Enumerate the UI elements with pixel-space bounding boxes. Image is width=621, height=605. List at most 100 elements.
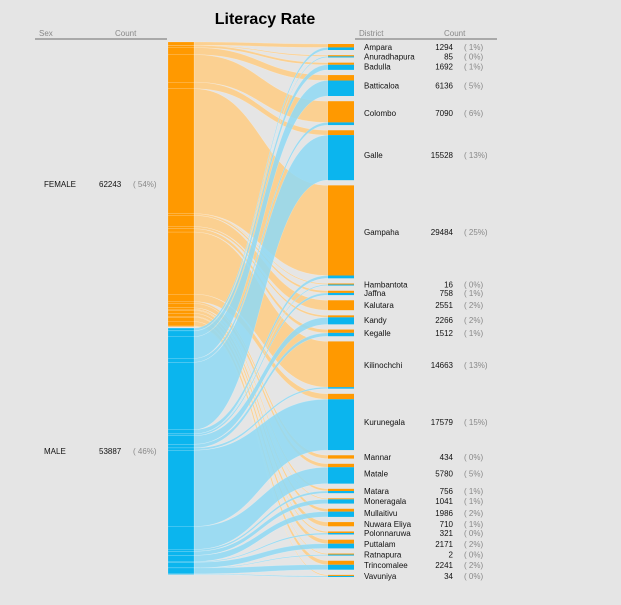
district-pct-hambantota: ( 0%) xyxy=(464,281,483,290)
district-segment-hambantota-male xyxy=(328,284,354,286)
sex-segment-female-galle xyxy=(167,82,195,89)
district-count-kandy: 2266 xyxy=(435,316,453,325)
district-segment-matara-female xyxy=(328,488,354,491)
district-segment-galle-male xyxy=(328,135,354,181)
sex-segment-female-puttalam xyxy=(167,317,195,322)
district-segment-moneragala-male xyxy=(328,499,354,504)
district-segment-anuradhapura-male xyxy=(328,56,354,58)
sex-segment-male-batticaloa xyxy=(167,336,195,359)
flow-male-kurunegala xyxy=(193,399,329,527)
district-pct-batticaloa: ( 5%) xyxy=(464,82,483,91)
sex-count-female: 62243 xyxy=(99,180,122,189)
district-segment-vavuniya-female xyxy=(328,574,354,576)
sex-segment-male-kilinochchi xyxy=(167,447,195,451)
district-label-puttalam: Puttalam xyxy=(364,540,396,549)
district-count-mannar: 434 xyxy=(440,453,454,462)
sex-bars xyxy=(167,41,195,575)
sex-segment-male-colombo xyxy=(167,358,195,363)
district-count-hambantota: 16 xyxy=(444,281,453,290)
sex-segment-female-kilinochchi xyxy=(167,231,195,295)
district-label-ratnapura: Ratnapura xyxy=(364,551,402,560)
district-label-hambantota: Hambantota xyxy=(364,281,408,290)
sex-segment-female-matara xyxy=(167,307,195,310)
district-count-anuradhapura: 85 xyxy=(444,52,453,61)
district-pct-kalutara: ( 2%) xyxy=(464,301,483,310)
district-pct-mannar: ( 0%) xyxy=(464,453,483,462)
district-bars xyxy=(328,44,354,577)
district-label-kandy: Kandy xyxy=(364,316,387,325)
flow-male-vavuniya xyxy=(193,573,329,578)
district-segment-ratnapura-female xyxy=(328,553,354,555)
right-header-count: Count xyxy=(444,29,466,38)
district-pct-anuradhapura: ( 0%) xyxy=(464,52,483,61)
sex-segment-female-vavuniya xyxy=(167,325,195,327)
district-pct-moneragala: ( 1%) xyxy=(464,497,483,506)
sex-segment-male-gampaha xyxy=(167,429,195,435)
district-count-gampaha: 29484 xyxy=(431,228,454,237)
sex-segment-female-kurunegala xyxy=(167,294,195,302)
district-pct-jaffna: ( 1%) xyxy=(464,289,483,298)
district-pct-mullaitivu: ( 2%) xyxy=(464,509,483,518)
district-count-kilinochchi: 14663 xyxy=(431,361,454,370)
district-segment-colombo-male xyxy=(328,122,354,126)
district-count-moneragala: 1041 xyxy=(435,497,453,506)
district-segment-ampara-female xyxy=(328,44,354,48)
chart-title: Literacy Rate xyxy=(215,11,316,28)
district-segment-gampaha-male xyxy=(328,275,354,279)
district-label-colombo: Colombo xyxy=(364,109,397,118)
district-count-nuwara-eliya: 710 xyxy=(440,520,454,529)
district-label-kilinochchi: Kilinochchi xyxy=(364,361,402,370)
sex-pct-male: ( 46%) xyxy=(133,447,157,456)
sex-segment-male-ampara xyxy=(167,327,195,331)
district-segment-kandy-male xyxy=(328,317,354,325)
district-label-badulla: Badulla xyxy=(364,62,391,71)
district-segment-jaffna-male xyxy=(328,292,354,296)
flow-male-gampaha xyxy=(193,275,329,435)
sex-segment-male-jaffna xyxy=(167,433,195,436)
district-segment-matara-male xyxy=(328,490,354,494)
flow-male-puttalam xyxy=(193,543,329,569)
sex-label-male: MALE xyxy=(44,447,66,456)
district-pct-galle: ( 13%) xyxy=(464,151,488,160)
district-count-colombo: 7090 xyxy=(435,109,453,118)
district-segment-polonnaruwa-male xyxy=(328,532,354,535)
district-count-galle: 15528 xyxy=(431,151,454,160)
district-segment-jaffna-female xyxy=(328,290,354,293)
district-segment-matale-male xyxy=(328,467,354,484)
sex-segment-male-kegalle xyxy=(167,444,195,449)
district-segment-gampaha-female xyxy=(328,185,354,276)
district-pct-kandy: ( 2%) xyxy=(464,316,483,325)
sex-segment-female-mullaitivu xyxy=(167,310,195,314)
flow-female-anuradhapura xyxy=(193,45,329,57)
sex-segment-female-kalutara xyxy=(167,215,195,227)
district-label-moneragala: Moneragala xyxy=(364,497,407,506)
sex-segment-female-ampara xyxy=(167,41,195,46)
district-label-jaffna: Jaffna xyxy=(364,289,386,298)
district-segment-polonnaruwa-female xyxy=(328,531,354,533)
district-label-galle: Galle xyxy=(364,151,383,160)
district-count-ratnapura: 2 xyxy=(449,551,454,560)
district-segment-kandy-female xyxy=(328,315,354,318)
district-pct-polonnaruwa: ( 0%) xyxy=(464,529,483,538)
sex-segment-male-moneragala xyxy=(167,551,195,556)
district-label-mannar: Mannar xyxy=(364,453,391,462)
sex-pct-female: ( 54%) xyxy=(133,180,157,189)
flow-layer xyxy=(193,41,329,578)
district-pct-kegalle: ( 1%) xyxy=(464,329,483,338)
district-segment-moneragala-female xyxy=(328,498,354,500)
sex-segment-female-matale xyxy=(167,303,195,309)
district-label-batticaloa: Batticaloa xyxy=(364,82,400,91)
sex-segment-female-trincomalee xyxy=(167,321,195,327)
district-count-trincomalee: 2241 xyxy=(435,561,453,570)
district-pct-ampara: ( 1%) xyxy=(464,43,483,52)
district-label-mullaitivu: Mullaitivu xyxy=(364,509,397,518)
district-segment-kurunegala-female xyxy=(328,393,354,400)
district-count-batticaloa: 6136 xyxy=(435,82,453,91)
district-pct-gampaha: ( 25%) xyxy=(464,228,488,237)
sex-segment-female-badulla xyxy=(167,45,195,48)
district-count-polonnaruwa: 321 xyxy=(440,529,454,538)
district-segment-hambantota-female xyxy=(328,283,354,285)
sex-segment-female-gampaha xyxy=(167,88,195,214)
sex-segment-male-trincomalee xyxy=(167,567,195,575)
district-pct-trincomalee: ( 2%) xyxy=(464,561,483,570)
